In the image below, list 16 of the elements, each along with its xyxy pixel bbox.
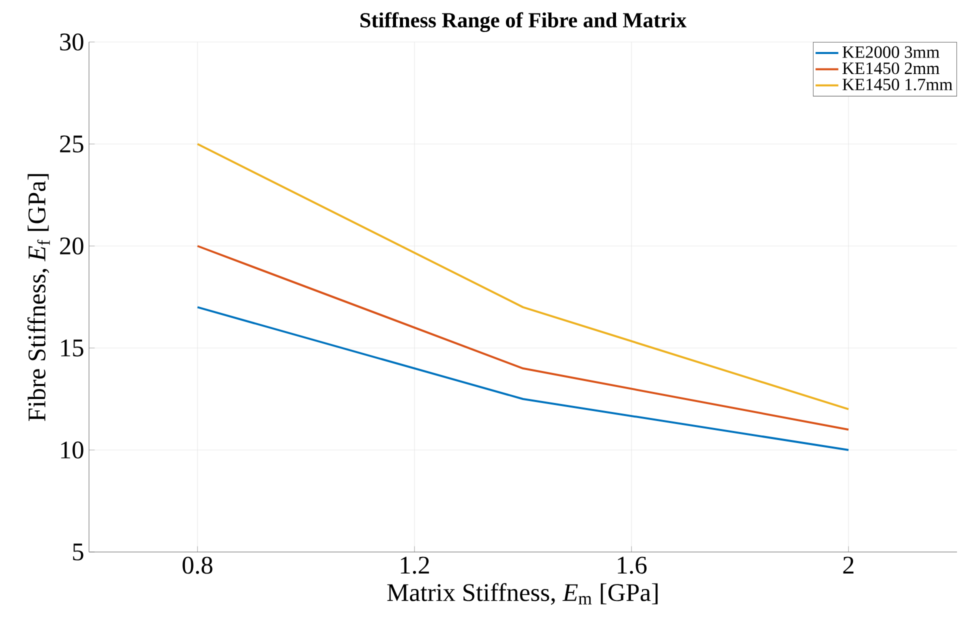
y-tick-label: 15 xyxy=(61,340,84,356)
x-tick-label: 0.8 xyxy=(182,556,212,574)
y-tick-label: 10 xyxy=(61,441,84,459)
y-tick-label: 20 xyxy=(60,237,84,255)
legend-label: KE2000 3mm xyxy=(842,46,940,58)
x-tick-label: 1.6 xyxy=(618,556,647,574)
legend-label: KE1450 2mm xyxy=(842,62,940,74)
y-axis-title: Fibre Stiffness, E$_{f}$ [GPa] xyxy=(27,174,50,422)
legend-label: KE1450 1.7mm xyxy=(842,78,952,90)
chart-title: Stiffness Range of Fibre and Matrix xyxy=(360,12,687,32)
y-tick-label: 25 xyxy=(60,135,84,153)
y-tick-label: 30 xyxy=(60,33,84,51)
x-axis-title: Matrix Stiffness, E$_{m}$ [GPa] xyxy=(387,583,658,605)
y-tick-label: 5 xyxy=(73,544,84,560)
x-tick-label: 2 xyxy=(843,556,854,574)
x-tick-label: 1.2 xyxy=(400,556,429,574)
